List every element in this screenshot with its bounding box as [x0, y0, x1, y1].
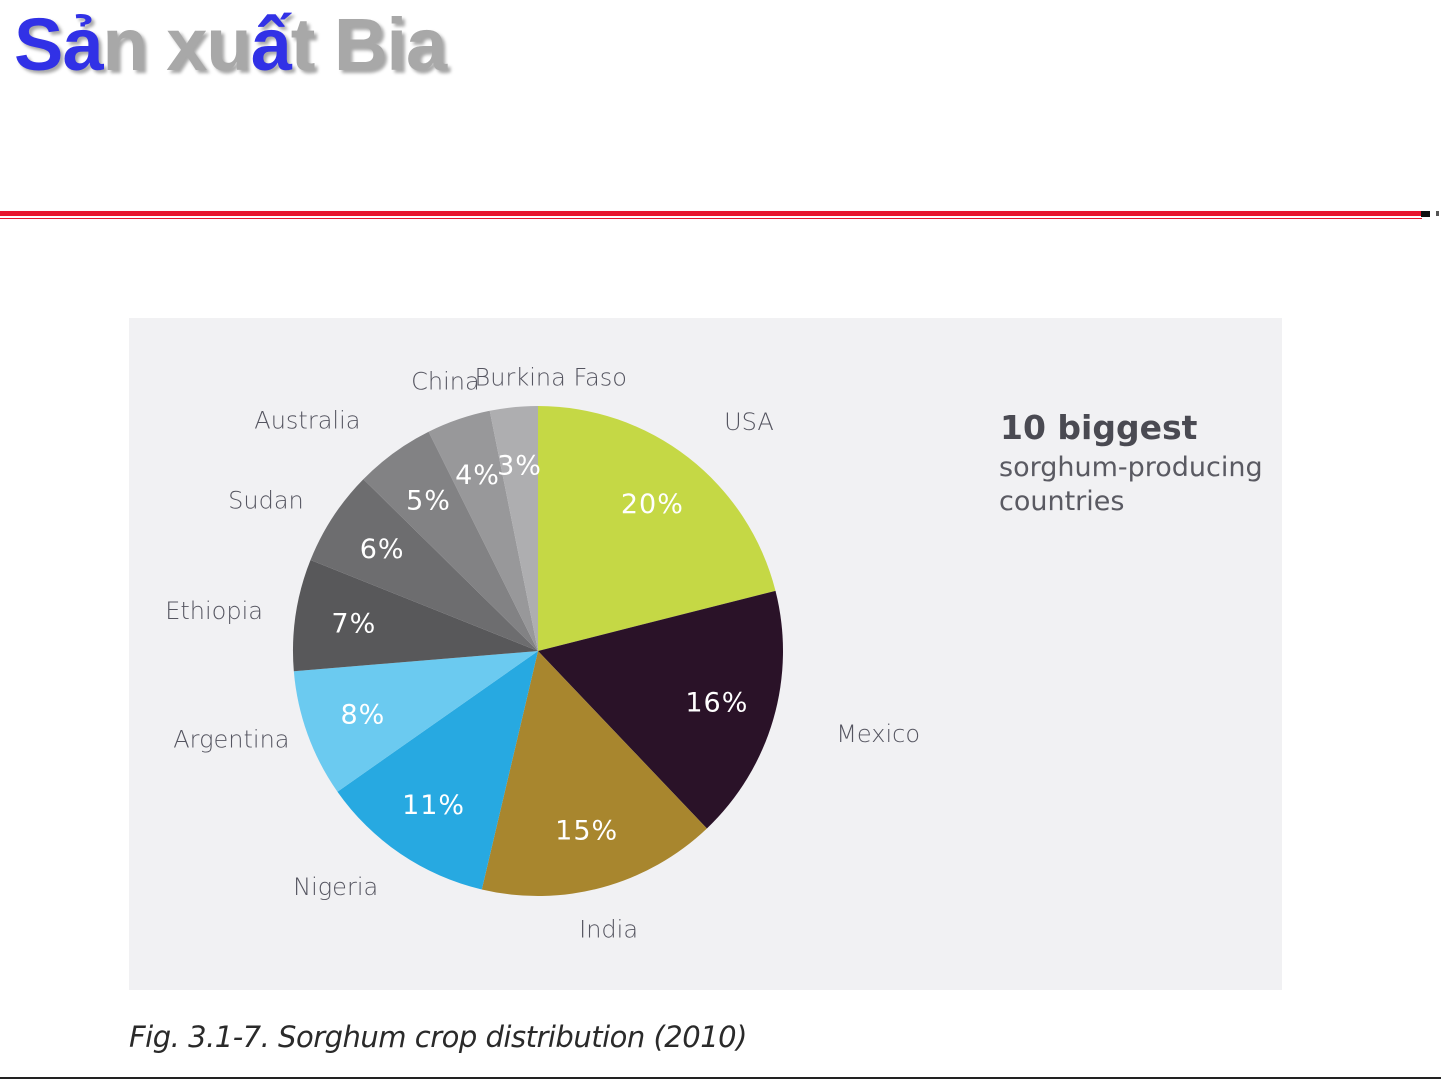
pie-chart: 20% 16% 15% 11% 8% 7% 6%5%4%3% USA Mexico India N…	[165, 363, 920, 943]
pie-value-label: 4%	[455, 460, 500, 491]
pie-category-label: Argentina	[173, 725, 289, 753]
title-part: Sả	[14, 3, 104, 86]
pie-value-label: 11%	[402, 790, 465, 821]
pie-slices	[293, 406, 783, 896]
figure-panel: 20% 16% 15% 11% 8% 7% 6% 5% 4% 3% USA Mexico India N…	[129, 318, 1282, 990]
legend-subtitle: sorghum-producing countries	[999, 452, 1263, 517]
pie-value-label: 8%	[340, 699, 385, 730]
title-part: t Bia	[290, 3, 447, 86]
pie-slice-argentina	[293, 651, 538, 792]
divider-end-dot	[1436, 211, 1439, 216]
figure-caption: Fig. 3.1-7. Sorghum crop distribution (2…	[129, 1020, 747, 1054]
pie-value-label: 20%	[621, 489, 684, 520]
slide-title: Sản xuất Bia	[14, 8, 447, 82]
pie-value-label: 3%	[497, 451, 542, 482]
pie-slice-australia	[363, 431, 538, 651]
pie-value-label: 6%	[360, 534, 405, 565]
pie-slice-ethiopia	[293, 560, 538, 672]
pie-value-label: 7%	[331, 608, 376, 639]
pie-slice-burkina-faso	[489, 406, 538, 651]
pie-category-label: Mexico	[836, 720, 920, 748]
title-divider-line	[0, 211, 1422, 216]
divider-end-mark	[1421, 211, 1430, 217]
pie-slice-china	[428, 410, 538, 651]
pie-value-label: 5%	[406, 485, 451, 516]
pie-category-label: China	[411, 367, 480, 395]
pie-category-label: India	[579, 916, 638, 944]
pie-value-label: 15%	[555, 816, 618, 847]
pie-slice-mexico	[538, 590, 783, 829]
legend-heading: 10 biggest	[1000, 408, 1198, 447]
pie-category-labels: USA Mexico India Nigeria Argentina Ethiopia Su…	[165, 363, 920, 943]
pie-category-label: USA	[724, 408, 774, 436]
title-part: ấ	[250, 3, 292, 86]
pie-category-label: Burkina Faso	[475, 363, 627, 391]
title-divider-thin-line	[0, 218, 1422, 219]
pie-slice-nigeria	[337, 651, 538, 890]
pie-category-label: Australia	[254, 406, 360, 434]
pie-value-labels: 20% 16% 15% 11% 8% 7% 6%5%4%3%	[331, 451, 748, 847]
pie-category-label: Ethiopia	[165, 597, 263, 625]
pie-category-label: Nigeria	[293, 873, 378, 901]
bottom-divider-line	[0, 1077, 1441, 1079]
pie-slice-india	[481, 651, 707, 896]
pie-slice-sudan	[310, 479, 538, 651]
pie-value-label: 16%	[685, 688, 748, 719]
pie-category-label: Sudan	[228, 487, 304, 515]
pie-slice-usa	[538, 406, 776, 651]
title-part: n xu	[102, 3, 252, 86]
